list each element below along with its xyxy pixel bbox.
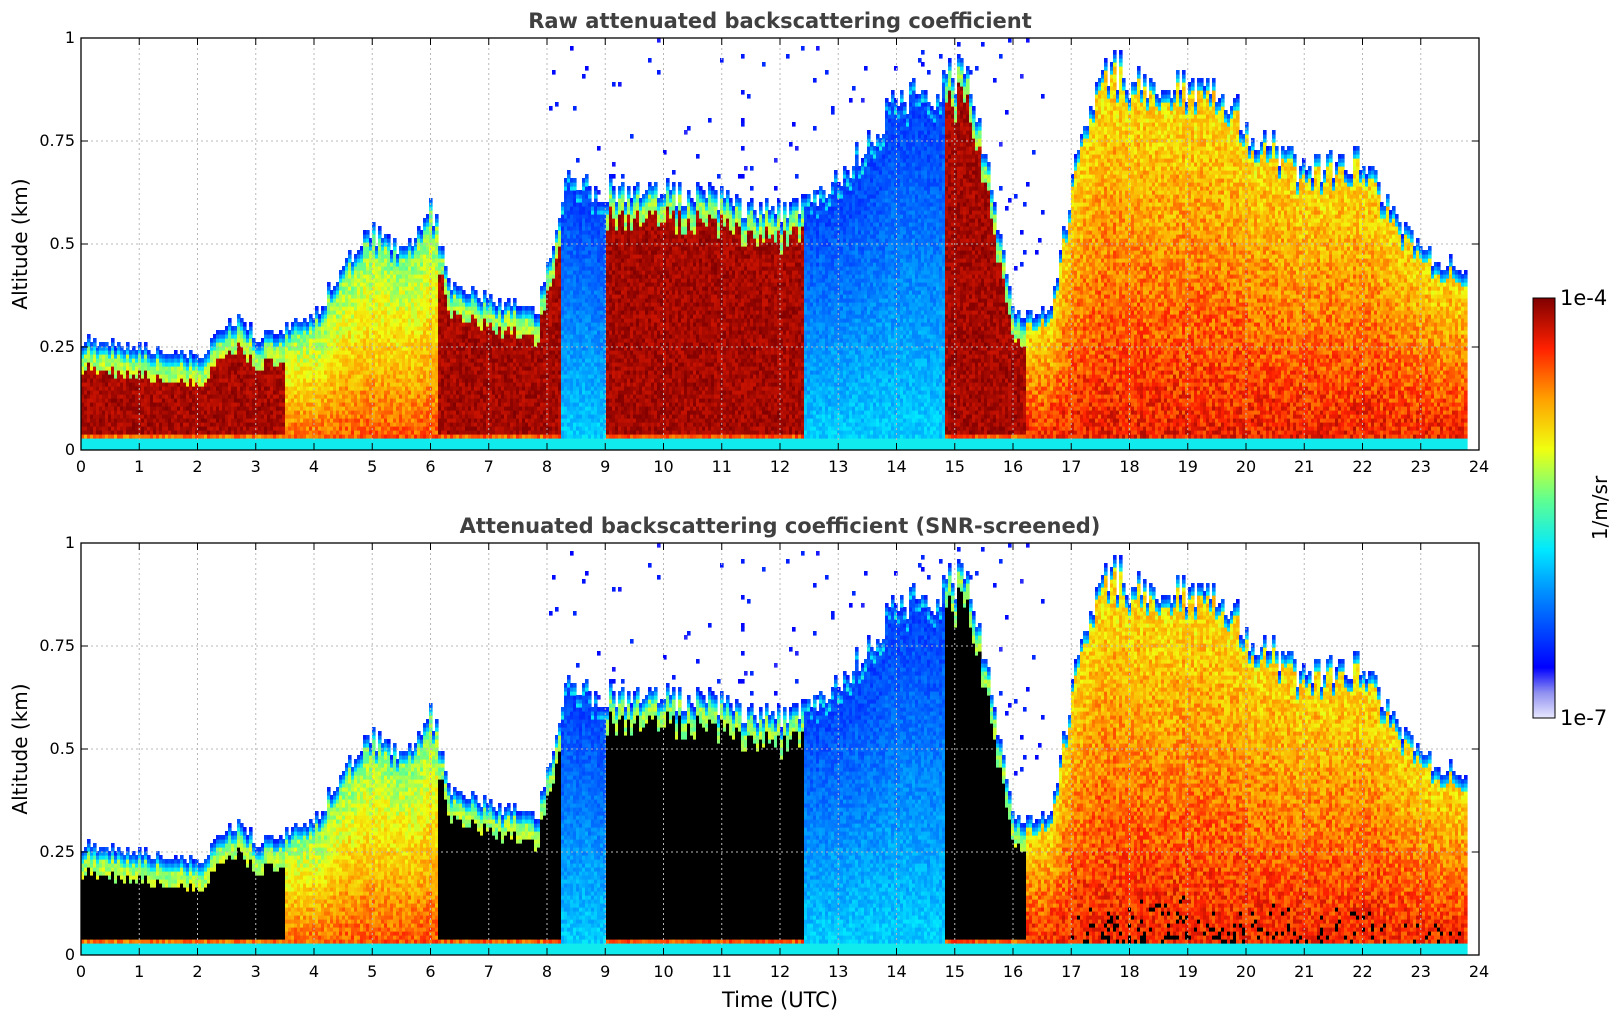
heatmap-cell <box>195 354 199 359</box>
heatmap-cell <box>126 342 130 347</box>
heatmap-cell <box>138 342 142 347</box>
heatmap-cell <box>228 322 232 327</box>
heatmap-cell <box>243 322 247 327</box>
heatmap-cell <box>87 338 91 343</box>
heatmap-cell <box>174 350 178 355</box>
heatmap-cell <box>159 350 163 355</box>
heatmap-cell <box>183 354 187 359</box>
heatmap-cell <box>252 338 256 343</box>
figure: Raw attenuated backscattering coefficien… <box>0 0 1621 1020</box>
heatmap-cell <box>111 338 115 343</box>
heatmap-cell <box>189 350 193 355</box>
heatmap-cell <box>180 350 184 355</box>
heatmap-cell <box>93 342 97 347</box>
heatmap-cell <box>144 342 148 347</box>
heatmap-cell <box>249 334 253 339</box>
heatmap-cell <box>249 326 253 331</box>
heatmap-cell <box>249 330 253 335</box>
heatmap-cell <box>93 338 97 343</box>
heatmap-cell <box>147 350 151 355</box>
heatmap-cell <box>87 334 91 339</box>
heatmap-cell <box>240 318 244 323</box>
panel-raw: Raw attenuated backscattering coefficien… <box>8 9 1489 476</box>
panel-raw-heatmap <box>81 38 1468 451</box>
heatmap-cell <box>249 322 253 327</box>
heatmap-cell <box>228 318 232 323</box>
heatmap-cell <box>105 342 109 347</box>
heatmap-cell <box>117 342 121 347</box>
heatmap-cell <box>237 314 241 319</box>
panel-raw-title: Raw attenuated backscattering coefficien… <box>528 9 1032 33</box>
heatmap-cell <box>243 326 247 331</box>
heatmap-cell <box>111 342 115 347</box>
